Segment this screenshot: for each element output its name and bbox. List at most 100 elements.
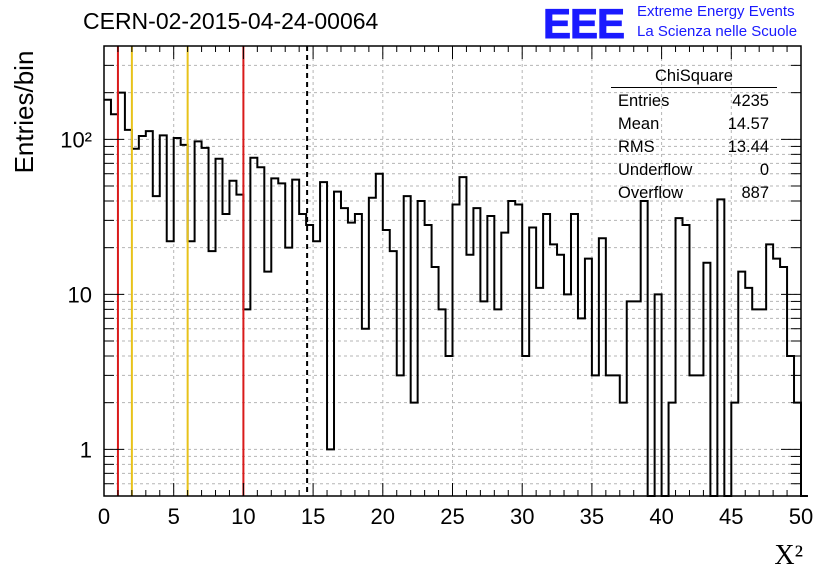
histogram-bin <box>501 233 508 496</box>
stats-value: 4235 <box>732 92 769 110</box>
x-tick-label: 30 <box>510 504 534 529</box>
stats-value: 887 <box>741 184 769 202</box>
histogram-bin <box>320 182 327 496</box>
histogram-bin <box>250 158 257 496</box>
stats-row-entries: Entries 4235 <box>611 90 777 113</box>
histogram-bin <box>195 141 202 496</box>
histogram-bin <box>689 375 696 496</box>
histogram-bin <box>571 214 578 496</box>
histogram-bin <box>202 148 209 496</box>
histogram-bin <box>125 130 132 496</box>
histogram-bin <box>529 227 536 496</box>
histogram-bin <box>376 174 383 496</box>
stats-title: ChiSquare <box>611 66 777 88</box>
histogram-bin <box>411 403 418 496</box>
histogram-bin <box>446 356 453 496</box>
histogram-bin <box>397 375 404 496</box>
histogram-bin <box>299 214 306 496</box>
histogram-bin <box>550 244 557 496</box>
y-tick-label: 10² <box>60 127 92 152</box>
histogram-bin <box>216 159 223 496</box>
histogram-bin <box>292 180 299 496</box>
stats-row-underflow: Underflow 0 <box>611 159 777 182</box>
histogram-bin <box>439 309 446 496</box>
logo-line-1: Extreme Energy Events <box>637 3 795 20</box>
stats-label: Underflow <box>618 161 693 179</box>
histogram-bin <box>738 272 745 496</box>
stats-row-overflow: Overflow 887 <box>611 182 777 205</box>
x-tick-label: 50 <box>789 504 813 529</box>
x-tick-label: 10 <box>231 504 255 529</box>
x-axis-label: X² <box>774 540 803 571</box>
histogram-bin <box>264 272 271 496</box>
histogram-bin <box>209 251 216 496</box>
x-tick-label: 45 <box>719 504 743 529</box>
histogram-bin <box>759 309 766 496</box>
histogram-bin <box>703 263 710 496</box>
histogram-bin <box>515 204 522 496</box>
histogram-bin <box>480 301 487 496</box>
histogram-outline <box>104 91 808 497</box>
stats-row-mean: Mean 14.57 <box>611 113 777 136</box>
stats-label: Mean <box>618 115 660 133</box>
histogram-bin <box>167 241 174 496</box>
histogram-bin <box>696 375 703 496</box>
reference-lines <box>116 46 309 496</box>
histogram-bin <box>243 309 250 496</box>
histogram-bin <box>139 136 146 496</box>
chart-title: CERN-02-2015-04-24-00064 <box>83 8 379 34</box>
histogram-bin <box>181 145 188 496</box>
histogram-bin <box>432 267 439 496</box>
histogram-bin <box>341 208 348 496</box>
histogram-bin <box>369 198 376 496</box>
histogram-bin <box>731 403 738 496</box>
histogram-bin <box>676 218 683 496</box>
histogram-bin <box>683 225 690 496</box>
histogram-bin <box>655 294 662 496</box>
histogram-bin <box>111 114 118 496</box>
histogram-bin <box>641 201 648 496</box>
histogram-bin <box>453 204 460 496</box>
tick-labels: 0 5 10 15 20 25 30 35 40 45 50 1 10 10² <box>60 127 813 529</box>
histogram-bin <box>355 214 362 496</box>
x-tick-label: 5 <box>168 504 180 529</box>
y-tick-label: 10 <box>68 282 92 307</box>
stats-value: 13.44 <box>727 138 769 156</box>
histogram-bin <box>473 208 480 496</box>
histogram-bin <box>188 241 195 496</box>
histogram-bin <box>564 294 571 496</box>
y-axis-label: Entries/bin <box>9 51 39 174</box>
histogram-bin <box>313 241 320 496</box>
histogram-bin <box>418 201 425 496</box>
histogram-bin <box>780 267 787 496</box>
histogram-bin <box>613 375 620 496</box>
histogram-bin <box>383 230 390 496</box>
histogram-bin <box>174 138 181 496</box>
x-tick-label: 20 <box>371 504 395 529</box>
eee-logo: EEE Extreme Energy Events La Scienza nel… <box>542 1 797 46</box>
histogram-bin <box>578 318 585 496</box>
histogram-bin <box>459 177 466 496</box>
histogram-bin <box>787 356 794 496</box>
histogram-bin <box>236 195 243 496</box>
stats-row-rms: RMS 13.44 <box>611 136 777 159</box>
histogram-bin <box>494 309 501 496</box>
histogram-bin <box>606 375 613 496</box>
histogram-bin <box>466 255 473 496</box>
histogram-bin <box>592 375 599 496</box>
stats-label: Overflow <box>618 184 684 202</box>
histogram-bin <box>348 223 355 496</box>
logo-line-2: La Scienza nelle Scuole <box>637 23 798 40</box>
y-tick-label: 1 <box>80 437 92 462</box>
histogram-bin <box>104 100 111 496</box>
histogram-bin <box>362 329 369 496</box>
histogram-bin <box>752 309 759 496</box>
stats-value: 14.57 <box>727 115 769 133</box>
histogram-bin <box>543 214 550 496</box>
histogram-bin <box>278 183 285 496</box>
histogram-bin <box>271 178 278 496</box>
histogram-bin <box>153 196 160 496</box>
histogram-bin <box>222 214 229 496</box>
histogram-bin <box>627 301 634 496</box>
histogram-bin <box>508 201 515 496</box>
